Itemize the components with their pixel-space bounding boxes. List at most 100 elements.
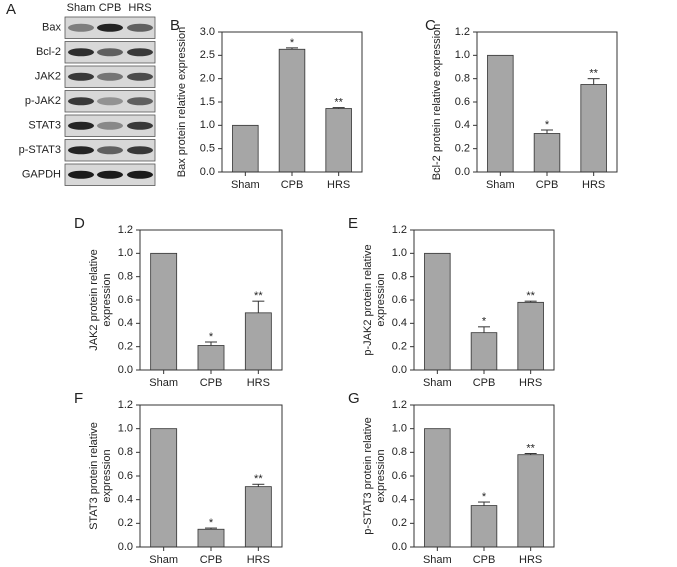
y-tick-label: 0.0 (392, 541, 407, 553)
blot-column-label: HRS (128, 2, 151, 14)
y-axis-label: STAT3 protein relative (88, 422, 100, 530)
y-axis-label: JAK2 protein relative (88, 249, 100, 351)
panel-letter: D (74, 215, 85, 232)
significance-mark: * (482, 316, 487, 328)
blot-band (127, 121, 153, 130)
panel-letter: F (74, 390, 83, 407)
blot-band (97, 72, 123, 81)
y-tick-label: 1.0 (200, 119, 215, 131)
y-tick-label: 0.8 (118, 271, 133, 283)
y-axis-label: expression (101, 273, 113, 326)
plot-frame (413, 229, 555, 371)
plot-frame (413, 404, 555, 548)
y-tick-label: 0.4 (118, 494, 133, 506)
y-tick-label: 0.8 (392, 446, 407, 458)
y-tick-label: 0.4 (392, 494, 407, 506)
x-tick-label: CPB (200, 377, 223, 389)
significance-mark: ** (589, 68, 598, 80)
blot-band (97, 23, 123, 32)
error-bar (541, 129, 553, 134)
blot-band (97, 121, 123, 130)
bar (150, 428, 178, 548)
y-tick-label: 1.2 (118, 224, 133, 236)
significance-mark: ** (526, 290, 535, 302)
blot-band (68, 146, 94, 155)
y-tick-label: 0.2 (118, 341, 133, 353)
blot-band (97, 170, 123, 179)
bar (517, 454, 544, 548)
y-axis-label: p-STAT3 protein relative (362, 417, 374, 535)
significance-mark: ** (254, 290, 263, 302)
bar (424, 252, 451, 371)
error-bar (205, 527, 217, 530)
bar (517, 301, 544, 371)
y-axis-label: expression (375, 449, 387, 502)
x-tick-label: Sham (149, 377, 178, 389)
bar (150, 252, 178, 371)
x-tick-label: CPB (473, 377, 496, 389)
blot-column-label: Sham (67, 2, 96, 14)
y-tick-label: 0.8 (118, 446, 133, 458)
plot-frame (139, 229, 283, 371)
y-tick-label: 0.0 (200, 166, 215, 178)
error-bar (524, 453, 537, 455)
plot-frame (139, 404, 283, 548)
panel-letter: A (6, 1, 16, 18)
blot-row-label: p-JAK2 (25, 95, 61, 107)
bar (197, 345, 225, 371)
x-tick-label: Sham (423, 554, 452, 566)
bar (470, 505, 498, 548)
blot-row-label: STAT3 (28, 120, 61, 132)
x-tick-label: CPB (536, 179, 559, 191)
error-bar (478, 501, 490, 506)
bar (533, 133, 561, 173)
x-tick-label: HRS (582, 179, 605, 191)
y-tick-label: 1.2 (455, 26, 470, 38)
blot-row-label: p-STAT3 (19, 144, 61, 156)
error-bar (332, 107, 345, 109)
significance-mark: ** (334, 97, 343, 109)
error-bar (205, 341, 217, 346)
bar (244, 486, 272, 548)
panel-letter: E (348, 215, 358, 232)
y-tick-label: 1.0 (118, 247, 133, 259)
blot-band (97, 48, 123, 57)
x-tick-label: CPB (473, 554, 496, 566)
blot-band (127, 146, 153, 155)
significance-mark: * (545, 119, 550, 131)
y-tick-label: 1.2 (392, 224, 407, 236)
blot-band (127, 72, 153, 81)
y-tick-label: 0.2 (392, 341, 407, 353)
blot-strip (64, 90, 156, 113)
y-tick-label: 0.4 (455, 119, 470, 131)
bar (487, 54, 514, 173)
y-tick-label: 0.4 (118, 317, 133, 329)
blot-strip (64, 114, 156, 137)
x-tick-label: Sham (149, 554, 178, 566)
error-bar (252, 483, 265, 487)
y-tick-label: 2.5 (200, 49, 215, 61)
y-tick-label: 0.5 (200, 143, 215, 155)
y-axis-label: Bcl-2 protein relative expression (431, 24, 443, 181)
significance-mark: ** (254, 473, 263, 485)
bar (424, 428, 451, 548)
blot-band (68, 72, 94, 81)
blot-band (97, 97, 123, 106)
y-tick-label: 3.0 (200, 26, 215, 38)
y-axis-label: Bax protein relative expression (176, 27, 188, 177)
y-tick-label: 0.8 (455, 73, 470, 85)
blot-row-label: GAPDH (22, 169, 61, 181)
y-tick-label: 0.6 (118, 470, 133, 482)
y-tick-label: 0.2 (455, 143, 470, 155)
x-tick-label: Sham (486, 179, 515, 191)
y-tick-label: 1.0 (392, 247, 407, 259)
y-tick-label: 2.0 (200, 73, 215, 85)
blot-band (127, 23, 153, 32)
y-axis-label: expression (101, 449, 113, 502)
x-tick-label: CPB (281, 179, 304, 191)
y-tick-label: 0.6 (392, 294, 407, 306)
bar (470, 332, 498, 371)
y-tick-label: 0.4 (392, 317, 407, 329)
error-bar (587, 78, 600, 85)
